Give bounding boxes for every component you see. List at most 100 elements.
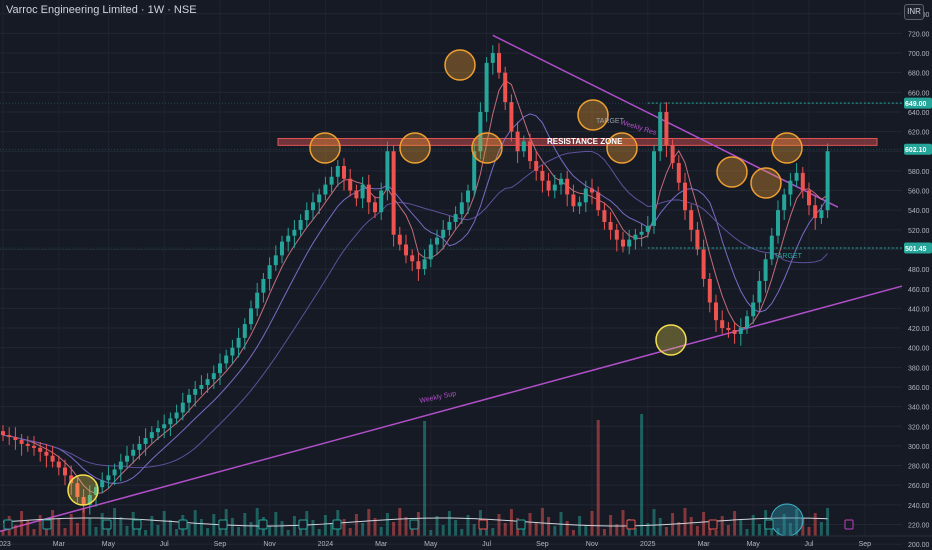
event-marker — [132, 519, 142, 530]
candle — [311, 192, 315, 220]
candle — [757, 271, 762, 313]
candle-body — [224, 355, 229, 364]
y-tick-label: 240.00 — [908, 503, 930, 510]
volume-bar — [683, 508, 687, 536]
volume-bar — [317, 529, 321, 536]
candle-body — [490, 53, 495, 63]
candle-body — [602, 210, 607, 222]
candle — [298, 214, 303, 236]
volume-bar — [63, 528, 67, 536]
candle-body — [497, 53, 501, 73]
candle-body — [193, 388, 198, 395]
x-tick-label: Mar — [375, 541, 388, 548]
volume-bar — [342, 519, 346, 536]
weekly-support-line — [0, 277, 932, 533]
x-tick-label: Jul — [160, 541, 169, 548]
candle-body — [664, 111, 669, 146]
candle — [100, 472, 105, 494]
volume-bar — [528, 513, 532, 536]
candle — [528, 133, 532, 169]
currency-button[interactable]: INR — [904, 4, 924, 20]
x-tick-label: 2023 — [0, 541, 11, 548]
volume-bar — [652, 509, 656, 536]
candle — [404, 234, 408, 264]
candle — [559, 172, 563, 195]
y-tick-label: 220.00 — [908, 522, 930, 529]
volume-bar — [466, 515, 470, 536]
event-marker — [332, 519, 342, 530]
candle-body — [292, 229, 297, 236]
volume-bar — [497, 514, 501, 536]
candle — [701, 239, 706, 287]
volume-bar — [553, 526, 557, 536]
volume-bar — [658, 518, 662, 536]
volume-bar — [491, 528, 495, 536]
y-tick-label: 420.00 — [908, 326, 930, 333]
candle-body — [788, 180, 793, 195]
x-tick-label: Jul — [805, 541, 814, 548]
candle-body — [373, 202, 377, 213]
candle-body — [435, 237, 439, 245]
volume-bar — [168, 520, 172, 536]
candle-body — [69, 475, 74, 484]
candle-body — [683, 182, 687, 211]
candle-body — [515, 131, 520, 152]
candle — [187, 388, 191, 413]
candle-body — [732, 330, 737, 334]
volume-bar — [435, 516, 439, 536]
candle-body — [509, 102, 514, 132]
y-tick-label: 720.00 — [908, 31, 930, 38]
y-tick-label: 660.00 — [908, 90, 930, 97]
volume-bar — [249, 522, 253, 536]
candle-body — [94, 487, 98, 495]
candle-body — [125, 455, 129, 462]
candle — [335, 160, 340, 187]
x-tick-label: Sep — [214, 541, 227, 548]
candle-body — [528, 141, 532, 162]
candle-body — [453, 214, 458, 222]
candle — [447, 216, 452, 236]
volume-bar — [522, 527, 526, 536]
volume-bar — [621, 510, 625, 536]
y-tick-label: 460.00 — [908, 287, 930, 294]
y-tick-label: 260.00 — [908, 483, 930, 490]
candle — [63, 459, 67, 486]
candle — [707, 273, 712, 313]
candle-body — [794, 172, 799, 181]
candle-body — [614, 229, 619, 240]
volume-bar — [795, 509, 799, 536]
candle — [379, 182, 384, 220]
candle — [44, 443, 49, 468]
candle — [180, 392, 185, 421]
candle-body — [751, 302, 756, 317]
volume-bar — [75, 523, 79, 536]
candle — [112, 463, 117, 486]
candle — [639, 223, 644, 247]
candle — [732, 322, 737, 344]
volume-bar — [206, 528, 210, 536]
candle — [261, 273, 266, 303]
candle — [515, 121, 520, 164]
candle — [360, 176, 365, 209]
candle — [156, 420, 160, 440]
volume-bar — [807, 527, 811, 536]
volume-bar — [826, 508, 830, 536]
candle-body — [652, 151, 656, 226]
candle — [304, 202, 309, 228]
volume-bar — [113, 508, 117, 536]
candle — [627, 229, 632, 255]
volume-bar — [385, 513, 389, 536]
candle-body — [726, 328, 731, 330]
candle — [825, 143, 830, 219]
candle-body — [218, 363, 222, 374]
volume-bar — [633, 528, 637, 536]
candle-body — [404, 244, 408, 256]
event-marker — [218, 519, 228, 530]
candle — [50, 445, 55, 468]
candle-body — [261, 278, 266, 293]
candle — [776, 200, 780, 244]
candle-body — [639, 231, 644, 235]
y-tick-label: 320.00 — [908, 424, 930, 431]
candle — [280, 235, 284, 264]
